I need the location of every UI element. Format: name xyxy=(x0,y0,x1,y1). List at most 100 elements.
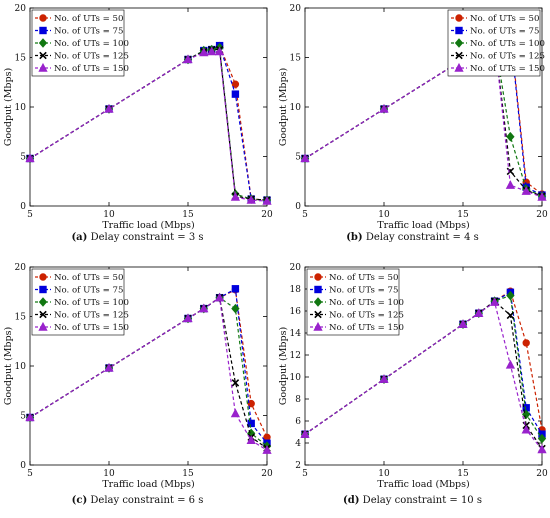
chart-a-y-tick-label: 0 xyxy=(20,202,26,212)
chart-b-y-axis-label: Goodput (Mbps) xyxy=(278,68,289,146)
chart-a-data-point xyxy=(207,46,217,56)
chart-c-x-tick-label: 15 xyxy=(182,469,194,479)
chart-b-x-tick-label: 20 xyxy=(536,210,548,220)
chart-d-legend-label: No. of UTs = 75 xyxy=(329,286,398,296)
caption-c: (c) Delay constraint = 6 s xyxy=(0,495,275,506)
chart-d-x-tick-label: 15 xyxy=(457,469,469,479)
chart-d-y-tick-label: 16 xyxy=(290,307,302,317)
chart-a-legend-label: No. of UTs = 125 xyxy=(54,52,129,62)
chart-a-legend-label: No. of UTs = 50 xyxy=(54,14,123,24)
chart-a-data-point xyxy=(25,153,35,163)
chart-d-legend-marker xyxy=(314,273,322,281)
caption-b: (b) Delay constraint = 4 s xyxy=(275,232,550,243)
chart-b-data-point xyxy=(506,167,515,176)
chart-b-x-tick-label: 10 xyxy=(378,210,390,220)
chart-b-legend-marker xyxy=(455,26,463,35)
chart-b-data-point xyxy=(505,180,516,189)
chart-c-data-point xyxy=(262,445,272,454)
caption-a-text: Delay constraint = 3 s xyxy=(90,232,204,243)
chart-c-y-tick-label: 5 xyxy=(20,412,26,422)
chart-d-data-point xyxy=(506,290,515,301)
chart-a-legend-marker xyxy=(39,14,47,22)
chart-b-x-tick-label: 15 xyxy=(457,210,469,220)
caption-b-id: (b) xyxy=(346,232,363,243)
chart-d-legend-marker xyxy=(314,285,322,294)
chart-d-data-point xyxy=(505,359,516,369)
chart-d-data-point xyxy=(300,429,310,438)
chart-b-x-tick-label: 5 xyxy=(302,210,308,220)
chart-b-y-tick-label: 15 xyxy=(290,54,302,64)
chart-d-y-tick-label: 2 xyxy=(295,461,301,471)
chart-d-x-axis-label: Traffic load (Mbps) xyxy=(377,479,469,490)
chart-d-y-tick-label: 14 xyxy=(290,329,302,339)
chart-a-y-tick-label: 10 xyxy=(15,103,27,113)
chart-a-data-point xyxy=(104,103,114,113)
chart-a-legend-label: No. of UTs = 100 xyxy=(54,39,129,49)
chart-b-y-tick-label: 20 xyxy=(290,4,302,14)
chart-a-x-tick-label: 5 xyxy=(27,210,33,220)
chart-d-y-tick-label: 12 xyxy=(290,351,301,361)
chart-b-legend-label: No. of UTs = 50 xyxy=(470,14,539,24)
chart-d-legend-marker xyxy=(313,321,323,331)
chart-d-x-tick-label: 20 xyxy=(536,469,548,479)
chart-c-data-point xyxy=(183,313,193,323)
chart-b-legend-marker xyxy=(454,62,464,72)
chart-c-data-point xyxy=(104,362,114,372)
chart-b-y-tick-label: 10 xyxy=(290,103,302,113)
chart-c-legend-label: No. of UTs = 125 xyxy=(54,311,129,321)
chart-a-x-axis-label: Traffic load (Mbps) xyxy=(102,220,194,231)
chart-c-legend: No. of UTs = 50 No. of UTs = 75 No. of UTs… xyxy=(31,268,129,336)
chart-c-data-point xyxy=(247,419,255,428)
chart-d-series-line xyxy=(304,301,543,450)
chart-a-data-point xyxy=(214,46,225,56)
chart-a-series-5 xyxy=(25,46,272,205)
chart-c-legend-label: No. of UTs = 100 xyxy=(54,298,129,308)
chart-c-legend-marker xyxy=(39,285,47,294)
chart-d-y-tick-label: 20 xyxy=(290,263,302,273)
chart-c-data-point xyxy=(199,303,209,313)
chart-b-y-tick-label: 0 xyxy=(295,202,301,212)
chart-a-x-tick-label: 15 xyxy=(182,210,194,220)
chart-c-y-tick-label: 0 xyxy=(20,461,26,471)
chart-d-data-point xyxy=(458,319,468,328)
chart-c-legend-marker xyxy=(38,297,48,307)
chart-a-legend-marker xyxy=(38,62,48,72)
caption-a-id: (a) xyxy=(71,232,88,243)
caption-d-id: (d) xyxy=(343,495,360,506)
chart-a-legend: No. of UTs = 50 No. of UTs = 75 No. of UTs… xyxy=(31,9,129,77)
chart-c-x-tick-label: 10 xyxy=(103,469,115,479)
chart-a-data-point xyxy=(231,80,240,88)
chart-b-y-tick-label: 5 xyxy=(295,153,301,163)
chart-b-legend-label: No. of UTs = 125 xyxy=(470,52,545,62)
chart-a-data-point xyxy=(183,54,193,64)
chart-d-series-line xyxy=(304,290,543,435)
chart-c-series-5 xyxy=(25,292,272,454)
chart-d-data-point xyxy=(537,433,547,444)
chart-c-data-point xyxy=(25,412,35,422)
chart-c-series-line xyxy=(29,296,268,451)
chart-a-y-tick-label: 5 xyxy=(20,153,26,163)
chart-c-x-tick-label: 20 xyxy=(261,469,273,479)
chart-d-legend: No. of UTs = 50 No. of UTs = 75 No. of UTs… xyxy=(306,268,404,336)
chart-b-data-point xyxy=(506,131,515,142)
chart-c-y-tick-label: 20 xyxy=(15,263,27,273)
chart-b-legend-marker xyxy=(454,38,464,48)
chart-d-y-axis-label: Goodput (Mbps) xyxy=(278,327,289,405)
chart-d-y-tick-label: 8 xyxy=(295,395,301,405)
chart-d-data-point xyxy=(379,374,389,383)
chart-d-data-point xyxy=(506,311,515,320)
chart-a-x-tick-label: 20 xyxy=(261,210,273,220)
chart-a-data-point xyxy=(231,90,240,98)
chart-c-data-point xyxy=(231,303,240,314)
caption-d: (d) Delay constraint = 10 s xyxy=(275,495,550,506)
chart-c-data-point xyxy=(246,435,256,444)
chart-d-legend-label: No. of UTs = 150 xyxy=(329,323,404,333)
chart-b-series-line xyxy=(304,38,543,198)
chart-panel-c: 5 10 15 20 0 5 10 15 20 Traffic load (Mbps) Goodpu… xyxy=(0,259,275,518)
chart-c-legend-marker xyxy=(39,273,47,281)
chart-a-x-tick-label: 10 xyxy=(103,210,115,220)
chart-panel-b: 5 10 15 20 0 5 10 15 20 Traffic load (Mbps) Goodpu… xyxy=(275,0,550,259)
chart-a-y-tick-label: 15 xyxy=(15,54,27,64)
